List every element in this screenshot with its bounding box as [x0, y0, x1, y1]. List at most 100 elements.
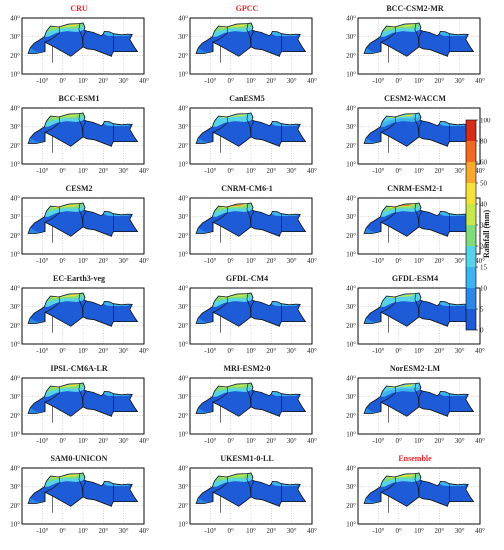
- lon-tick-label: 10°: [414, 77, 424, 85]
- lon-tick-label: 10°: [246, 167, 256, 175]
- map-panel: NorESM2-LM 10° 20° 30° 40° -10° 0° 10° 20° 30° 40°: [336, 364, 486, 454]
- colorbar-level-label: 5: [480, 306, 484, 314]
- lat-tick-label: 30°: [178, 33, 188, 41]
- lon-tick-label: 30°: [119, 77, 129, 85]
- lon-tick-label: -10°: [36, 257, 48, 265]
- map-frame-border: [21, 377, 145, 435]
- lon-tick-label: -10°: [204, 347, 216, 355]
- lon-tick-label: 20°: [266, 257, 276, 265]
- sahel-rain-zone: [196, 227, 213, 234]
- country-border: [246, 23, 252, 47]
- lat-tick-label: 30°: [346, 303, 356, 311]
- colorbar-title: Rainfall (mm): [482, 209, 491, 258]
- map-frame-border: [21, 287, 145, 345]
- panel-title: CESM2-WACCM: [384, 94, 446, 103]
- lon-tick-label: 40°: [139, 437, 149, 445]
- lon-tick-label: 10°: [414, 437, 424, 445]
- lon-tick-label: 10°: [78, 527, 88, 535]
- lon-tick-label: 40°: [139, 527, 149, 535]
- lon-tick-label: 0°: [60, 527, 67, 535]
- map-figure: 10° 20° 30° 40° -10° 0° 10° 20° 30° 40°: [346, 195, 485, 266]
- country-border: [212, 387, 228, 403]
- lon-tick-label: 40°: [475, 167, 485, 175]
- map-panel: EC-Earth3-veg 10° 20° 30° 40° -10° 0° 10° 20° 30°…: [0, 274, 150, 364]
- lat-tick-label: 30°: [10, 123, 20, 131]
- colorbar-segment: [466, 288, 476, 309]
- lon-tick-label: 10°: [414, 167, 424, 175]
- lat-tick-label: 20°: [178, 232, 188, 240]
- lat-tick-label: 40°: [346, 465, 356, 473]
- panel-title: GFDL-CM4: [225, 274, 269, 283]
- lon-tick-label: 0°: [228, 527, 235, 535]
- country-border: [78, 113, 84, 137]
- map-frame-border: [189, 17, 313, 75]
- map-frame-border: [189, 287, 313, 345]
- map-frame-border: [189, 107, 313, 165]
- lat-tick-label: 30°: [10, 33, 20, 41]
- country-border: [44, 27, 60, 43]
- lon-tick-label: 0°: [396, 347, 403, 355]
- map-figure: 10° 20° 30° 40° -10° 0° 10° 20° 30° 40°: [178, 15, 317, 86]
- country-border: [380, 297, 396, 313]
- coastline: [195, 202, 307, 237]
- country-border: [250, 480, 255, 497]
- country-border: [78, 203, 84, 227]
- country-border: [250, 30, 255, 47]
- coastline: [195, 292, 307, 327]
- lon-tick-label: 30°: [119, 167, 129, 175]
- colorbar-segment: [466, 183, 476, 204]
- map-figure: 10° 20° 30° 40° -10° 0° 10° 20° 30° 40°: [178, 195, 317, 266]
- lat-tick-label: 20°: [346, 232, 356, 240]
- coastline: [363, 202, 475, 237]
- sahel-rain-zone: [196, 497, 213, 504]
- lon-tick-label: 40°: [307, 437, 317, 445]
- colorbar-level-label: 30: [480, 222, 488, 230]
- map-frame-border: [357, 107, 481, 165]
- lon-tick-label: 20°: [434, 437, 444, 445]
- panel-title: EC-Earth3-veg: [53, 274, 105, 283]
- lon-tick-label: 30°: [287, 167, 297, 175]
- lon-tick-label: 10°: [246, 77, 256, 85]
- map-panel: CanESM5 10° 20° 30° 40° -10° 0° 10° 20° 30° 40°: [168, 94, 318, 184]
- map-figure: 10° 20° 30° 40° -10° 0° 10° 20° 30° 40°: [10, 375, 149, 446]
- lon-tick-label: 0°: [60, 167, 67, 175]
- coastline: [27, 202, 139, 237]
- lat-tick-label: 30°: [346, 123, 356, 131]
- lon-tick-label: 20°: [98, 77, 108, 85]
- lat-tick-label: 10°: [346, 521, 356, 529]
- lon-tick-label: 30°: [287, 527, 297, 535]
- lon-tick-label: 20°: [98, 167, 108, 175]
- lon-tick-label: 40°: [139, 257, 149, 265]
- colorbar-level-label: 60: [480, 159, 488, 167]
- lat-tick-label: 30°: [178, 123, 188, 131]
- coastline: [27, 22, 139, 57]
- lon-tick-label: -10°: [36, 77, 48, 85]
- lon-tick-label: 20°: [266, 347, 276, 355]
- lat-tick-label: 10°: [10, 251, 20, 259]
- colorbar-level-label: 80: [480, 138, 488, 146]
- lat-tick-label: 30°: [346, 483, 356, 491]
- lat-tick-label: 20°: [346, 322, 356, 330]
- country-border: [82, 210, 87, 227]
- lon-tick-label: 40°: [139, 167, 149, 175]
- lon-tick-label: 40°: [139, 347, 149, 355]
- country-border: [418, 300, 423, 317]
- lon-tick-label: 10°: [246, 347, 256, 355]
- lon-tick-label: 20°: [434, 257, 444, 265]
- lat-tick-label: 30°: [178, 303, 188, 311]
- country-border: [250, 300, 255, 317]
- lon-tick-label: 0°: [228, 167, 235, 175]
- lon-tick-label: 10°: [246, 257, 256, 265]
- lon-tick-label: 20°: [98, 257, 108, 265]
- coastline: [195, 472, 307, 507]
- country-border: [82, 30, 87, 47]
- lat-tick-label: 20°: [178, 502, 188, 510]
- country-border: [414, 293, 420, 317]
- lat-tick-label: 20°: [178, 52, 188, 60]
- coastline: [363, 112, 475, 147]
- lat-tick-label: 40°: [346, 105, 356, 113]
- lat-tick-label: 10°: [346, 341, 356, 349]
- map-figure: 10° 20° 30° 40° -10° 0° 10° 20° 30° 40°: [10, 15, 149, 86]
- map-frame-border: [357, 467, 481, 525]
- coastline: [27, 112, 139, 147]
